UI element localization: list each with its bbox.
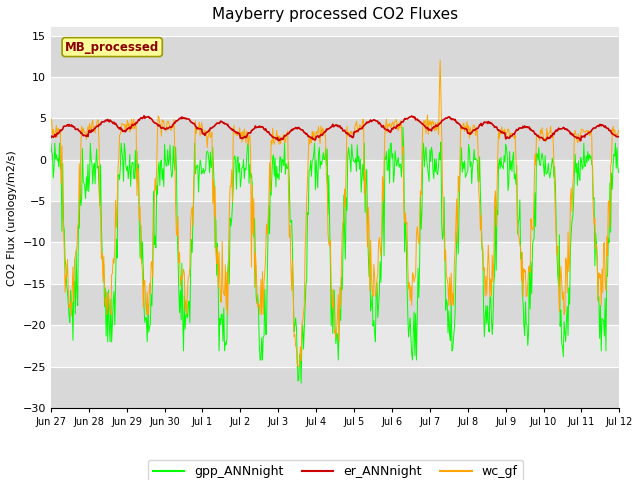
Legend: gpp_ANNnight, er_ANNnight, wc_gf: gpp_ANNnight, er_ANNnight, wc_gf [148, 460, 523, 480]
Bar [51, 367, 620, 408]
Text: MB_processed: MB_processed [65, 41, 159, 54]
Bar [51, 77, 620, 119]
Bar [51, 119, 620, 160]
Title: Mayberry processed CO2 Fluxes: Mayberry processed CO2 Fluxes [212, 7, 458, 22]
Bar [51, 284, 620, 325]
Bar [51, 160, 620, 201]
Y-axis label: CO2 Flux (urology/m2/s): CO2 Flux (urology/m2/s) [7, 150, 17, 286]
Bar [51, 325, 620, 367]
Bar [51, 242, 620, 284]
Bar [51, 201, 620, 242]
Bar [51, 36, 620, 77]
